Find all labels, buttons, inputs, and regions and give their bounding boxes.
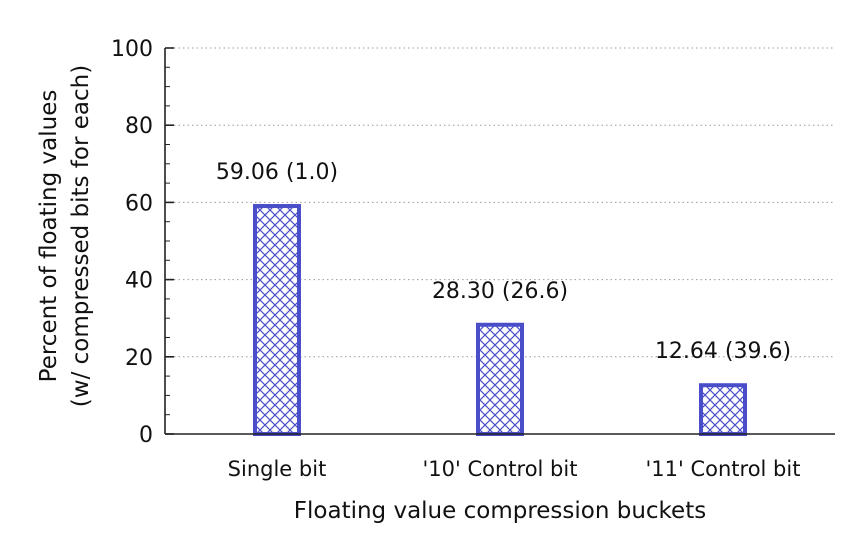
y-tick-label: 0 bbox=[139, 423, 153, 448]
data-label: 12.64 (39.6) bbox=[655, 339, 791, 364]
y-axis-title-line-2: (w/ compressed bits for each) bbox=[68, 65, 94, 407]
bar-0 bbox=[253, 204, 301, 436]
x-tick-label: Single bit bbox=[228, 457, 327, 481]
x-tick-label: '11' Control bit bbox=[646, 457, 801, 481]
x-axis-title: Floating value compression buckets bbox=[294, 498, 706, 524]
y-tick-label: 60 bbox=[125, 191, 153, 216]
y-tick-label: 20 bbox=[125, 346, 153, 371]
data-label: 28.30 (26.6) bbox=[432, 279, 568, 304]
bar-1 bbox=[476, 322, 524, 436]
bar-2 bbox=[699, 383, 747, 436]
y-tick-label: 100 bbox=[111, 37, 153, 62]
x-tick-label: '10' Control bit bbox=[423, 457, 578, 481]
data-label: 59.06 (1.0) bbox=[216, 160, 338, 185]
y-tick-label: 80 bbox=[125, 114, 153, 139]
y-tick-label: 40 bbox=[125, 269, 153, 294]
y-axis-title-line-1: Percent of floating values bbox=[36, 90, 62, 383]
